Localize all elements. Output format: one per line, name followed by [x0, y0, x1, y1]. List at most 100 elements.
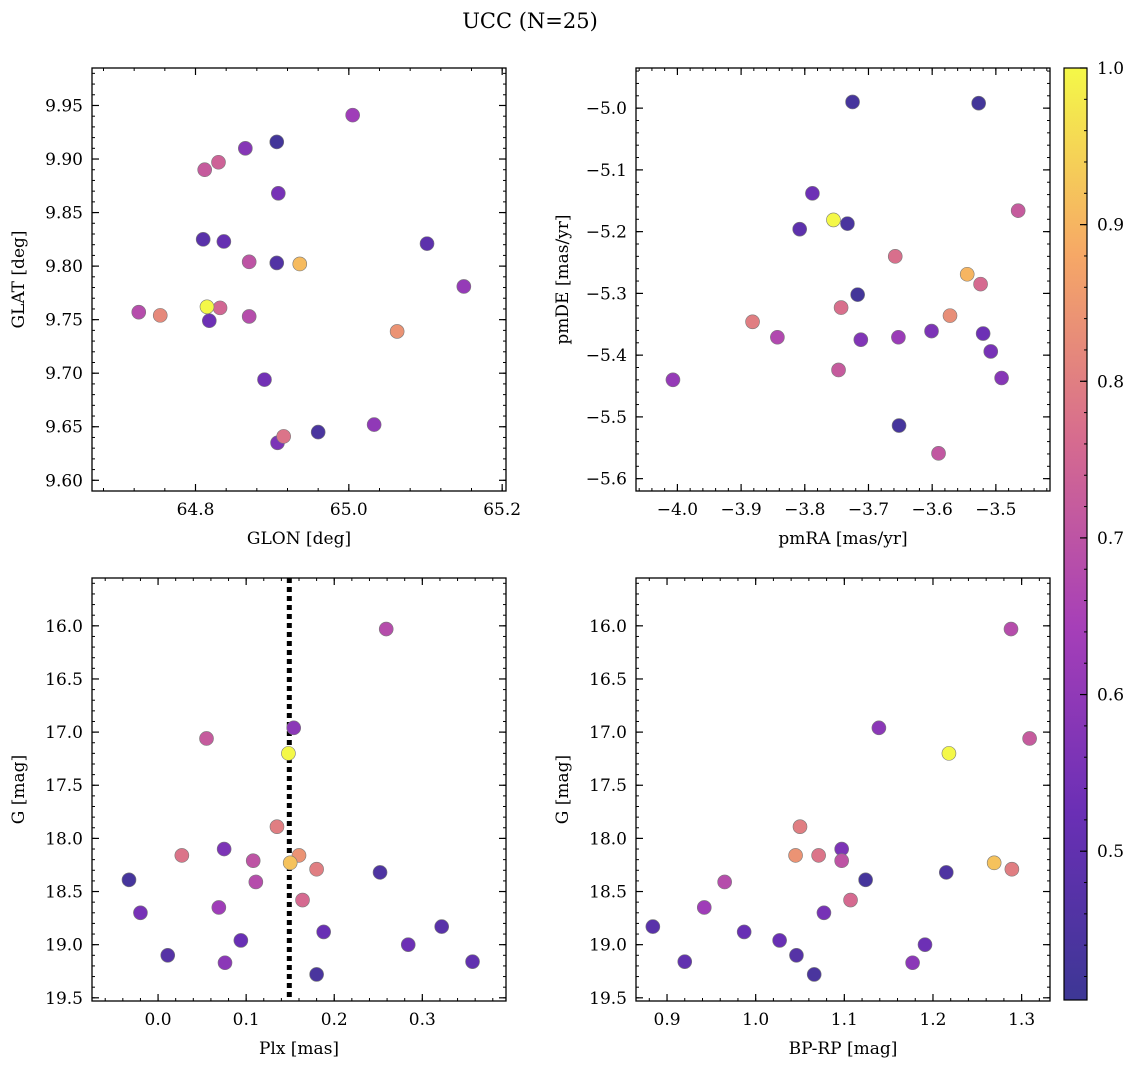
data-point [152, 308, 168, 323]
x-tick-label: 1.1 [831, 1010, 858, 1030]
colorbar-tick-label: 0.5 [1097, 842, 1124, 862]
data-point [257, 372, 272, 387]
data-point [850, 287, 865, 302]
data-point [434, 919, 449, 934]
data-point [378, 621, 394, 637]
y-axis-label: G [mag] [553, 755, 573, 824]
data-point [1003, 621, 1019, 637]
y-tick-label: 9.75 [45, 311, 83, 331]
data-point [942, 308, 958, 323]
data-point [216, 234, 232, 249]
data-point [121, 872, 137, 888]
data-point [833, 300, 849, 315]
data-point [345, 107, 360, 123]
colorbar-tick-label: 0.7 [1097, 529, 1124, 549]
y-tick-label: 16.5 [589, 670, 627, 690]
data-point [917, 937, 933, 952]
panel-glon-glat: 64.8 65.0 65.2 9.60 9.65 9.70 9.75 9.80 9.85 9.90… [9, 67, 521, 549]
data-point [924, 323, 939, 339]
x-tick-label: 1.0 [742, 1010, 769, 1030]
data-point [772, 933, 787, 948]
data-point [853, 332, 869, 348]
y-tick-label: 9.90 [45, 150, 83, 170]
colorbar: 0.5 0.6 0.7 0.8 0.9 1.0 [1063, 59, 1124, 1001]
data-point [211, 900, 227, 915]
x-tick-label: −3.7 [848, 500, 889, 520]
data-point [309, 861, 324, 877]
y-tick-label: 9.70 [45, 364, 83, 384]
data-point [983, 344, 999, 359]
data-point [241, 309, 257, 324]
axes-frame [91, 67, 507, 492]
data-point [241, 254, 257, 270]
axes-frame [635, 67, 1051, 492]
x-tick-label: 64.8 [177, 500, 215, 520]
data-point [845, 94, 860, 110]
data-point [174, 848, 190, 863]
data-point [792, 221, 807, 237]
y-axis-label: pmDE [mas/yr] [553, 214, 573, 344]
data-point [372, 865, 388, 880]
data-point [1010, 203, 1026, 218]
data-point [826, 212, 841, 228]
y-tick-label: −5.3 [586, 284, 627, 304]
data-point [269, 819, 285, 834]
data-point [195, 232, 211, 247]
data-point [736, 924, 752, 940]
data-point [292, 256, 308, 272]
x-axis-label: Plx [mas] [259, 1039, 339, 1059]
data-point [238, 141, 253, 156]
data-point [202, 313, 217, 329]
data-point [792, 819, 808, 834]
y-tick-label: 19.0 [589, 936, 627, 956]
x-tick-label: −4.0 [657, 500, 698, 520]
y-tick-label: 9.65 [45, 418, 83, 438]
data-point [891, 329, 906, 345]
data-point [696, 900, 712, 915]
data-point [389, 324, 405, 339]
data-point [665, 372, 681, 388]
data-point [770, 329, 785, 345]
data-point [788, 848, 803, 863]
data-point [212, 300, 228, 316]
y-tick-label: 18.0 [589, 829, 627, 849]
y-tick-label: −5.0 [586, 99, 627, 119]
data-point [971, 95, 986, 111]
x-tick-label: 65.0 [330, 500, 368, 520]
y-axis-label: G [mag] [9, 755, 29, 824]
data-point [248, 874, 264, 890]
y-tick-label: 9.60 [45, 471, 83, 491]
data-point [133, 905, 148, 921]
data-point [216, 841, 232, 857]
data-point [938, 865, 954, 880]
data-point [366, 417, 382, 432]
axes-frame [635, 577, 1051, 1002]
y-tick-label: −5.1 [586, 161, 627, 181]
data-point [840, 216, 855, 231]
data-point [905, 955, 920, 971]
y-tick-label: 19.0 [45, 936, 83, 956]
data-point [805, 186, 820, 201]
data-point [843, 892, 858, 908]
data-point [281, 746, 296, 761]
data-point [816, 905, 832, 921]
colorbar-tick-label: 0.8 [1097, 372, 1124, 392]
y-tick-label: 19.5 [589, 989, 627, 1009]
data-point [131, 304, 147, 320]
panel-pmra-pmde: −4.0 −3.9 −3.8 −3.7 −3.6 −3.5 −5.6 −5.5 −5.4 −5.3… [553, 67, 1051, 549]
data-point [316, 924, 331, 940]
data-point [276, 429, 291, 444]
y-tick-label: 16.5 [45, 670, 83, 690]
data-point [286, 720, 302, 736]
y-axis-label: GLAT [deg] [9, 230, 29, 328]
data-point [419, 236, 435, 251]
data-point [245, 853, 261, 869]
data-point [310, 424, 326, 440]
x-tick-label: 0.3 [409, 1010, 436, 1030]
data-point [745, 314, 760, 330]
data-point [717, 874, 732, 890]
y-tick-label: 18.5 [45, 883, 83, 903]
data-point [456, 279, 472, 294]
data-point [959, 266, 975, 282]
data-point [217, 955, 233, 971]
